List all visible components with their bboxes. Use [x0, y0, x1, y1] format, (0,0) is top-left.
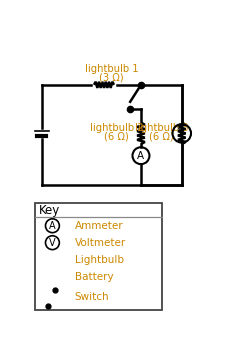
Text: lightbulb 1: lightbulb 1	[85, 64, 138, 74]
Text: A: A	[49, 221, 56, 231]
Text: Voltmeter: Voltmeter	[75, 238, 126, 248]
Text: V: V	[178, 129, 185, 138]
Text: Ammeter: Ammeter	[75, 221, 123, 231]
Text: Key: Key	[39, 204, 60, 217]
Text: Battery: Battery	[75, 272, 113, 281]
FancyBboxPatch shape	[35, 202, 162, 310]
Text: (6 Ω): (6 Ω)	[149, 131, 174, 141]
Text: Switch: Switch	[75, 292, 109, 302]
Text: (6 Ω): (6 Ω)	[104, 131, 129, 141]
Text: (3 Ω): (3 Ω)	[99, 72, 124, 82]
Text: V: V	[49, 238, 56, 248]
Text: lightbulb 3: lightbulb 3	[135, 123, 189, 133]
Text: lightbulb 2: lightbulb 2	[90, 123, 143, 133]
Text: A: A	[137, 151, 144, 161]
Text: Lightbulb: Lightbulb	[75, 255, 124, 265]
